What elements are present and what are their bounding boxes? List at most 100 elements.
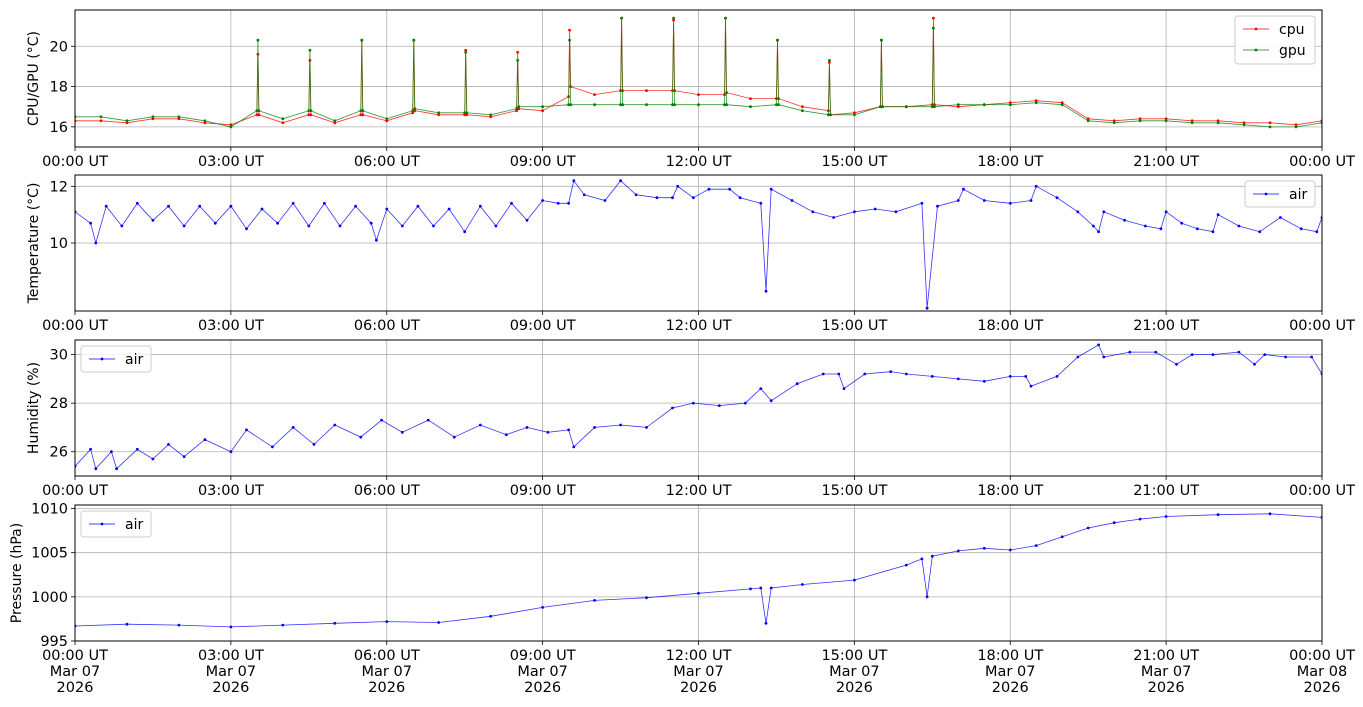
data-point-air	[1258, 230, 1262, 234]
data-point-air	[1216, 213, 1220, 217]
data-point-air	[853, 210, 856, 214]
series-line-air	[75, 179, 1322, 309]
legend-box	[80, 510, 152, 538]
data-point-air	[203, 438, 207, 441]
data-point-cpu	[1164, 117, 1168, 121]
data-point-air	[743, 401, 747, 405]
data-point-air	[94, 241, 98, 245]
data-point-air	[291, 426, 295, 429]
data-point-air	[1180, 221, 1184, 225]
data-point-air	[151, 457, 155, 461]
data-point-gpu	[360, 38, 364, 42]
x-tick-label: 00:00 UT	[42, 483, 108, 499]
y-tick-label: 28	[50, 396, 68, 412]
data-point-gpu	[307, 109, 311, 113]
data-point-air	[1055, 375, 1059, 378]
data-point-air	[1268, 512, 1272, 516]
data-point-air	[1164, 515, 1168, 518]
data-point-air	[416, 204, 420, 208]
data-point-air	[1175, 362, 1178, 366]
y-axis-label: CPU/GPU (°C)	[26, 31, 42, 126]
data-point-cpu	[255, 113, 259, 117]
data-point-air	[546, 430, 550, 434]
data-point-air	[271, 445, 274, 449]
data-point-air	[312, 443, 316, 446]
x-tick-label: 00:00 UT	[42, 318, 108, 334]
series-group	[75, 512, 1322, 629]
data-point-air	[889, 370, 893, 373]
data-point-gpu	[724, 16, 727, 20]
data-point-air	[764, 289, 768, 293]
data-point-gpu	[465, 111, 469, 115]
data-point-cpu	[1268, 121, 1272, 125]
x-tick-label: 12:00 UT	[666, 648, 732, 664]
data-point-air	[1253, 362, 1256, 366]
data-point-gpu	[620, 16, 623, 20]
data-point-air	[1034, 544, 1038, 547]
data-point-air	[115, 467, 118, 471]
data-point-gpu	[904, 105, 908, 109]
legend-label-gpu: gpu	[1279, 43, 1306, 59]
panel-temperature: 00:00 UT 03:00 UT 06:00 UT 09:00 UT 12:00 UT…	[26, 174, 1355, 334]
data-point-cpu	[1190, 119, 1194, 123]
data-point-air	[229, 625, 233, 629]
data-point-air	[1034, 184, 1038, 188]
data-point-gpu	[541, 105, 544, 109]
data-point-air	[369, 221, 373, 225]
data-point-air	[956, 199, 960, 202]
data-point-air	[655, 196, 659, 200]
data-point-air	[281, 623, 285, 627]
data-point-gpu	[463, 111, 467, 115]
data-point-air	[764, 621, 768, 625]
data-point-air	[1164, 210, 1168, 214]
data-point-gpu	[829, 113, 832, 117]
data-point-air	[380, 418, 383, 422]
data-point-cpu	[437, 113, 441, 117]
data-point-cpu	[515, 109, 518, 113]
x-tick-year: 2026	[836, 680, 873, 696]
data-point-gpu	[309, 109, 313, 113]
data-point-gpu	[255, 109, 259, 113]
data-point-cpu	[1008, 101, 1012, 105]
data-point-air	[432, 224, 435, 228]
data-point-gpu	[515, 107, 518, 111]
data-point-gpu	[489, 113, 493, 117]
data-point-gpu	[776, 38, 779, 42]
x-tick-label: 12:00 UT	[666, 318, 732, 334]
data-point-air	[1008, 201, 1012, 205]
series-group	[75, 16, 1322, 129]
data-point-air	[541, 606, 544, 609]
data-point-cpu	[1216, 119, 1220, 123]
data-point-air	[525, 218, 529, 222]
y-axis-label: Pressure (hPa)	[9, 523, 25, 623]
data-point-gpu	[593, 103, 596, 107]
x-tick-year: 2026	[524, 680, 561, 696]
legend-label-air: air	[1289, 187, 1307, 203]
data-point-air	[811, 210, 815, 214]
data-point-gpu	[361, 109, 365, 113]
data-point-air	[1237, 224, 1241, 228]
data-point-cpu	[463, 113, 467, 117]
data-point-air	[1195, 227, 1199, 231]
data-point-air	[333, 423, 337, 427]
data-point-gpu	[257, 109, 261, 113]
data-point-air	[821, 372, 825, 376]
data-point-air	[1190, 353, 1194, 356]
legend-marker-air	[100, 357, 104, 361]
data-point-cpu	[593, 93, 596, 96]
data-point-gpu	[177, 115, 181, 119]
data-point-cpu	[1034, 99, 1038, 103]
data-point-cpu	[749, 97, 752, 100]
data-point-air	[1138, 517, 1142, 521]
data-point-cpu	[645, 89, 648, 92]
data-point-cpu	[385, 119, 389, 123]
data-point-air	[925, 306, 929, 310]
data-point-cpu	[151, 117, 155, 121]
data-point-air	[110, 450, 113, 454]
data-point-cpu	[257, 113, 261, 117]
data-point-air	[463, 230, 467, 234]
data-point-air	[478, 204, 482, 208]
data-point-cpu	[1086, 117, 1090, 121]
data-point-gpu	[99, 115, 103, 119]
